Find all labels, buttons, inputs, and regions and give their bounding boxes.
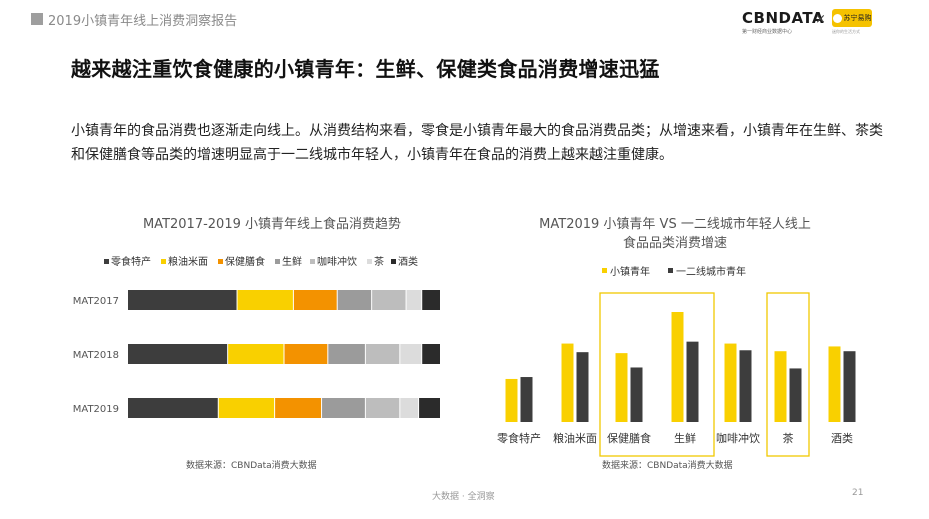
legend-swatch	[218, 259, 223, 264]
category-label: MAT2017	[73, 296, 119, 307]
category-label: 零食特产	[497, 431, 541, 445]
legend-label: 一二线城市青年	[676, 265, 746, 278]
bar	[520, 377, 533, 422]
bar-segment	[419, 398, 440, 418]
legend-swatch	[391, 259, 396, 264]
bar-segment	[293, 290, 337, 310]
bar-segment	[128, 290, 237, 310]
bar	[576, 352, 589, 422]
bar	[671, 312, 684, 422]
legend-swatch	[310, 259, 315, 264]
legend-label: 小镇青年	[610, 265, 650, 278]
bar-segment	[365, 398, 400, 418]
left-chart-category-labels: MAT2017 MAT2018 MAT2019	[73, 296, 119, 415]
legend-label: 保健膳食	[225, 255, 265, 268]
legend-swatch	[275, 259, 280, 264]
footer-slogan: 大数据 · 全洞察	[432, 492, 495, 502]
left-chart-title: MAT2017-2019 小镇青年线上食品消费趋势	[143, 216, 401, 232]
right-chart-legend: 小镇青年 一二线城市青年	[602, 265, 746, 278]
legend-swatch	[367, 259, 372, 264]
highlight-box	[766, 292, 810, 457]
legend-swatch	[161, 259, 166, 264]
bar-segment	[128, 344, 228, 364]
bar	[774, 351, 787, 422]
bar-segment	[275, 398, 322, 418]
legend-label: 零食特产	[111, 255, 151, 268]
cbndata-logo: CBNDATA	[742, 9, 825, 27]
page-title: 越来越注重饮食健康的小镇青年：生鲜、保健类食品消费增速迅猛	[71, 57, 660, 81]
header-square-icon	[31, 13, 43, 25]
legend-swatch	[602, 268, 607, 273]
bar-segment	[322, 398, 365, 418]
category-label: 保健膳食	[607, 431, 651, 445]
category-label: 咖啡冲饮	[716, 431, 760, 445]
bar-segment	[128, 398, 218, 418]
category-label: 酒类	[831, 431, 853, 445]
legend-swatch	[104, 259, 109, 264]
right-chart-source: 数据来源：CBNData消费大数据	[602, 459, 733, 471]
category-label: 茶	[783, 432, 794, 445]
bar-segment	[400, 398, 419, 418]
bar-segment	[228, 344, 284, 364]
category-label: MAT2019	[73, 404, 119, 415]
logo-separator: ×	[815, 12, 826, 27]
bar-segment	[328, 344, 365, 364]
bar-segment	[337, 290, 372, 310]
bar	[724, 343, 737, 422]
legend-label: 生鲜	[282, 255, 302, 268]
bar-segment	[422, 290, 440, 310]
bar-segment	[284, 344, 328, 364]
category-label: 粮油米面	[553, 431, 597, 445]
bar-segment	[218, 398, 275, 418]
suning-logo-icon	[832, 13, 842, 23]
legend-label: 咖啡冲饮	[317, 255, 357, 268]
bar	[630, 367, 643, 422]
bar	[615, 353, 628, 422]
report-header: 2019小镇青年线上消费洞察报告 CBNDATA 第一财经商业数据中心 × 苏宁…	[0, 0, 929, 40]
bar-segment	[400, 344, 422, 364]
left-chart-bars	[128, 290, 440, 418]
right-chart-bars	[505, 312, 856, 422]
bar	[789, 368, 802, 422]
legend-label: 茶	[374, 255, 384, 268]
category-label: 生鲜	[674, 431, 696, 445]
legend-swatch	[668, 268, 673, 273]
right-chart-title-line-2: 食品品类消费增速	[623, 235, 727, 251]
legend-label: 酒类	[398, 255, 418, 268]
category-label: MAT2018	[73, 350, 119, 361]
bar	[828, 346, 841, 422]
bar-segment	[365, 344, 400, 364]
left-chart-legend: 零食特产 粮油米面 保健膳食 生鲜 咖啡冲饮 茶 酒类	[104, 255, 418, 268]
right-chart-highlight-boxes	[599, 292, 810, 457]
bar-segment	[372, 290, 406, 310]
page-number: 21	[852, 488, 864, 498]
legend-label: 粮油米面	[168, 255, 208, 268]
bar-segment	[406, 290, 422, 310]
bar	[505, 378, 518, 422]
bar-segment	[237, 290, 293, 310]
bar	[561, 343, 574, 422]
right-chart-category-labels: 零食特产 粮油米面 保健膳食 生鲜 咖啡冲饮 茶 酒类	[497, 431, 853, 445]
bar	[843, 351, 856, 422]
suning-logo-text: 苏宁易购	[843, 14, 872, 22]
bar	[686, 341, 699, 422]
suning-logo-subtitle: 迷你的生活方式	[832, 29, 860, 34]
cbndata-logo-subtitle: 第一财经商业数据中心	[742, 29, 793, 35]
report-title: 2019小镇青年线上消费洞察报告	[48, 14, 238, 29]
page-description: 小镇青年的食品消费也逐渐走向线上。从消费结构来看，零食是小镇青年最大的食品消费品…	[71, 123, 883, 163]
right-chart-title-line-1: MAT2019 小镇青年 VS 一二线城市年轻人线上	[539, 216, 811, 232]
bar	[739, 350, 752, 422]
highlight-box	[599, 292, 715, 457]
bar-segment	[422, 344, 440, 364]
suning-logo: 苏宁易购	[832, 9, 872, 27]
left-chart-source: 数据来源：CBNData消费大数据	[186, 459, 317, 471]
